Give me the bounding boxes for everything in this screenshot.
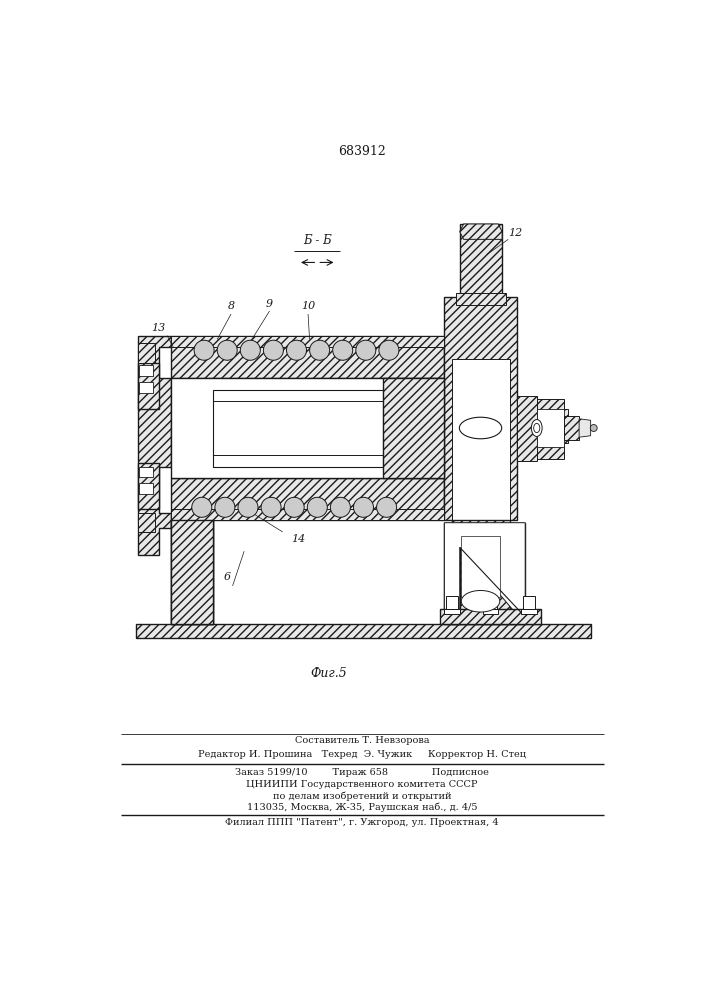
- Bar: [446, 596, 458, 609]
- Bar: [456, 293, 506, 305]
- Ellipse shape: [240, 340, 260, 360]
- Text: Заказ 5199/10        Тираж 658              Подписное: Заказ 5199/10 Тираж 658 Подписное: [235, 768, 489, 777]
- Ellipse shape: [261, 497, 281, 517]
- Bar: [171, 520, 214, 624]
- Bar: [171, 478, 444, 520]
- Ellipse shape: [590, 425, 597, 431]
- Polygon shape: [138, 336, 171, 555]
- Ellipse shape: [308, 497, 327, 517]
- Bar: [138, 343, 155, 363]
- Bar: [563, 416, 579, 440]
- Bar: [136, 624, 590, 638]
- Text: 14: 14: [291, 534, 305, 544]
- Bar: [138, 513, 155, 532]
- Bar: [444, 609, 460, 614]
- Ellipse shape: [532, 420, 542, 436]
- Text: ЦНИИПИ Государственного комитета СССР: ЦНИИПИ Государственного комитета СССР: [246, 780, 478, 789]
- Ellipse shape: [379, 340, 399, 360]
- Polygon shape: [579, 419, 590, 437]
- Ellipse shape: [192, 497, 212, 517]
- Ellipse shape: [310, 340, 329, 360]
- Bar: [139, 382, 153, 393]
- Bar: [440, 609, 541, 624]
- Text: Редактор И. Прошина   Техред  Э. Чужик     Корректор Н. Стец: Редактор И. Прошина Техред Э. Чужик Корр…: [198, 750, 526, 759]
- Ellipse shape: [460, 417, 502, 439]
- Bar: [521, 609, 537, 614]
- Ellipse shape: [194, 340, 214, 360]
- Polygon shape: [460, 224, 502, 239]
- Bar: [510, 523, 525, 624]
- Bar: [171, 378, 444, 478]
- Bar: [171, 336, 444, 378]
- Bar: [139, 365, 153, 376]
- Bar: [139, 483, 153, 494]
- Text: 113035, Москва, Ж-35, Раушская наб., д. 4/5: 113035, Москва, Ж-35, Раушская наб., д. …: [247, 803, 477, 812]
- Text: 12: 12: [508, 228, 522, 238]
- Text: 8: 8: [228, 301, 235, 311]
- Text: 6: 6: [223, 572, 230, 582]
- Bar: [444, 297, 518, 520]
- Bar: [382, 378, 444, 478]
- Text: по делам изобретений и открытий: по делам изобретений и открытий: [273, 791, 451, 801]
- Bar: [518, 396, 537, 461]
- Text: 683912: 683912: [338, 145, 386, 158]
- Text: 13: 13: [151, 323, 165, 333]
- Ellipse shape: [330, 497, 351, 517]
- Bar: [171, 520, 214, 624]
- Text: 10: 10: [301, 301, 315, 311]
- Text: Б - Б: Б - Б: [303, 234, 332, 247]
- Ellipse shape: [461, 590, 500, 612]
- Bar: [483, 609, 498, 614]
- Bar: [138, 463, 160, 509]
- Bar: [452, 359, 510, 520]
- Bar: [461, 536, 500, 597]
- Ellipse shape: [333, 340, 353, 360]
- Bar: [523, 596, 535, 609]
- Ellipse shape: [284, 497, 304, 517]
- Bar: [460, 224, 502, 297]
- Text: Составитель Т. Невзорова: Составитель Т. Невзорова: [295, 736, 429, 745]
- Text: 9: 9: [266, 299, 273, 309]
- Bar: [484, 596, 497, 609]
- Bar: [444, 523, 460, 624]
- Bar: [139, 466, 153, 477]
- Bar: [537, 409, 563, 447]
- Bar: [171, 509, 444, 520]
- Ellipse shape: [356, 340, 376, 360]
- Polygon shape: [537, 399, 568, 459]
- Bar: [138, 363, 160, 409]
- Polygon shape: [171, 520, 214, 624]
- Bar: [171, 336, 444, 347]
- Polygon shape: [444, 523, 525, 624]
- Ellipse shape: [377, 497, 397, 517]
- Ellipse shape: [238, 497, 258, 517]
- Ellipse shape: [264, 340, 284, 360]
- Ellipse shape: [217, 340, 238, 360]
- Ellipse shape: [215, 497, 235, 517]
- Bar: [452, 520, 510, 624]
- Text: Фиг.5: Фиг.5: [310, 667, 347, 680]
- Text: Филиал ППП "Патент", г. Ужгород, ул. Проектная, 4: Филиал ППП "Патент", г. Ужгород, ул. Про…: [225, 818, 498, 827]
- Ellipse shape: [354, 497, 373, 517]
- Ellipse shape: [534, 423, 540, 433]
- Ellipse shape: [286, 340, 307, 360]
- Bar: [214, 389, 382, 466]
